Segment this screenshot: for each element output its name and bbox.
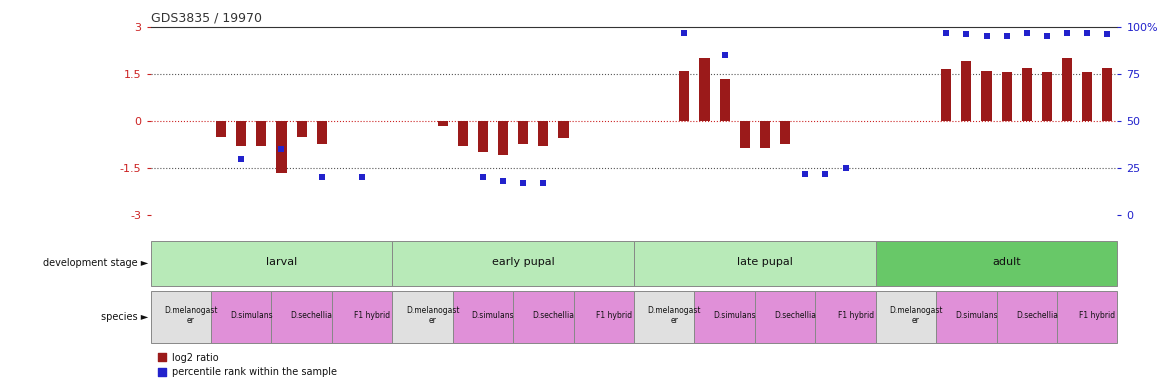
Bar [453,291,513,343]
Bar [393,240,635,286]
Bar [760,121,770,147]
Bar [478,121,488,152]
Text: D.sechellia: D.sechellia [291,311,332,320]
Text: D.sechellia: D.sechellia [775,311,816,320]
Bar [1002,72,1012,121]
Bar [1062,58,1072,121]
Point [1078,30,1097,36]
Point [153,369,171,375]
Text: D.sechellia: D.sechellia [1016,311,1058,320]
Bar [1083,72,1092,121]
Bar [236,121,247,146]
Bar [217,121,226,137]
Point [1038,33,1056,40]
Point [1018,30,1036,36]
Point [313,174,331,180]
Text: D.melanogast
er: D.melanogast er [405,306,460,325]
Text: early pupal: early pupal [492,257,555,267]
Text: GDS3835 / 19970: GDS3835 / 19970 [151,12,262,25]
Text: development stage ►: development stage ► [43,258,148,268]
Point [796,170,814,177]
Bar [695,291,755,343]
Text: F1 hybrid: F1 hybrid [1079,311,1115,320]
Bar [1042,72,1051,121]
Bar [271,291,332,343]
Bar [936,291,997,343]
Bar [997,291,1057,343]
Bar [740,121,750,147]
Text: D.melanogast
er: D.melanogast er [164,306,218,325]
Bar [513,291,573,343]
Point [716,52,734,58]
Bar [457,121,468,146]
Text: log2 ratio: log2 ratio [171,353,219,363]
Bar [573,291,635,343]
Text: F1 hybrid: F1 hybrid [354,311,390,320]
Text: D.simulans: D.simulans [713,311,756,320]
Point [474,174,492,180]
Text: F1 hybrid: F1 hybrid [837,311,873,320]
Bar [211,291,271,343]
Bar [518,121,528,144]
Point [153,354,171,360]
Text: species ►: species ► [101,312,148,322]
Bar [815,291,875,343]
Point [232,156,250,162]
Point [514,180,533,186]
Point [272,146,291,152]
Bar [558,121,569,138]
Text: D.simulans: D.simulans [230,311,272,320]
Bar [296,121,307,137]
Bar [256,121,266,146]
Bar [538,121,549,146]
Point [675,30,694,36]
Point [937,30,955,36]
Bar [1102,68,1113,121]
Bar [635,240,875,286]
Text: D.sechellia: D.sechellia [533,311,574,320]
Point [997,33,1016,40]
Bar [699,58,710,121]
Point [1058,30,1077,36]
Bar [393,291,453,343]
Bar [1057,291,1117,343]
Bar [982,71,991,121]
Bar [780,121,790,144]
Bar [317,121,327,144]
Point [353,174,372,180]
Bar [332,291,393,343]
Text: percentile rank within the sample: percentile rank within the sample [171,367,337,377]
Point [977,33,996,40]
Bar [680,71,689,121]
Bar [635,291,695,343]
Text: adult: adult [992,257,1021,267]
Text: D.melanogast
er: D.melanogast er [889,306,943,325]
Text: D.simulans: D.simulans [955,311,998,320]
Bar [875,240,1117,286]
Bar [151,240,393,286]
Bar [151,291,211,343]
Point [1098,31,1116,38]
Point [534,180,552,186]
Point [816,170,835,177]
Text: F1 hybrid: F1 hybrid [596,311,632,320]
Point [836,165,855,171]
Bar [498,121,508,156]
Text: D.simulans: D.simulans [471,311,514,320]
Text: late pupal: late pupal [736,257,793,267]
Text: D.melanogast
er: D.melanogast er [647,306,701,325]
Bar [1021,68,1032,121]
Bar [719,79,730,121]
Point [958,31,976,38]
Point [493,178,512,184]
Bar [875,291,936,343]
Text: larval: larval [266,257,298,267]
Bar [438,121,448,126]
Bar [755,291,815,343]
Bar [277,121,286,173]
Bar [961,61,972,121]
Bar [941,69,951,121]
